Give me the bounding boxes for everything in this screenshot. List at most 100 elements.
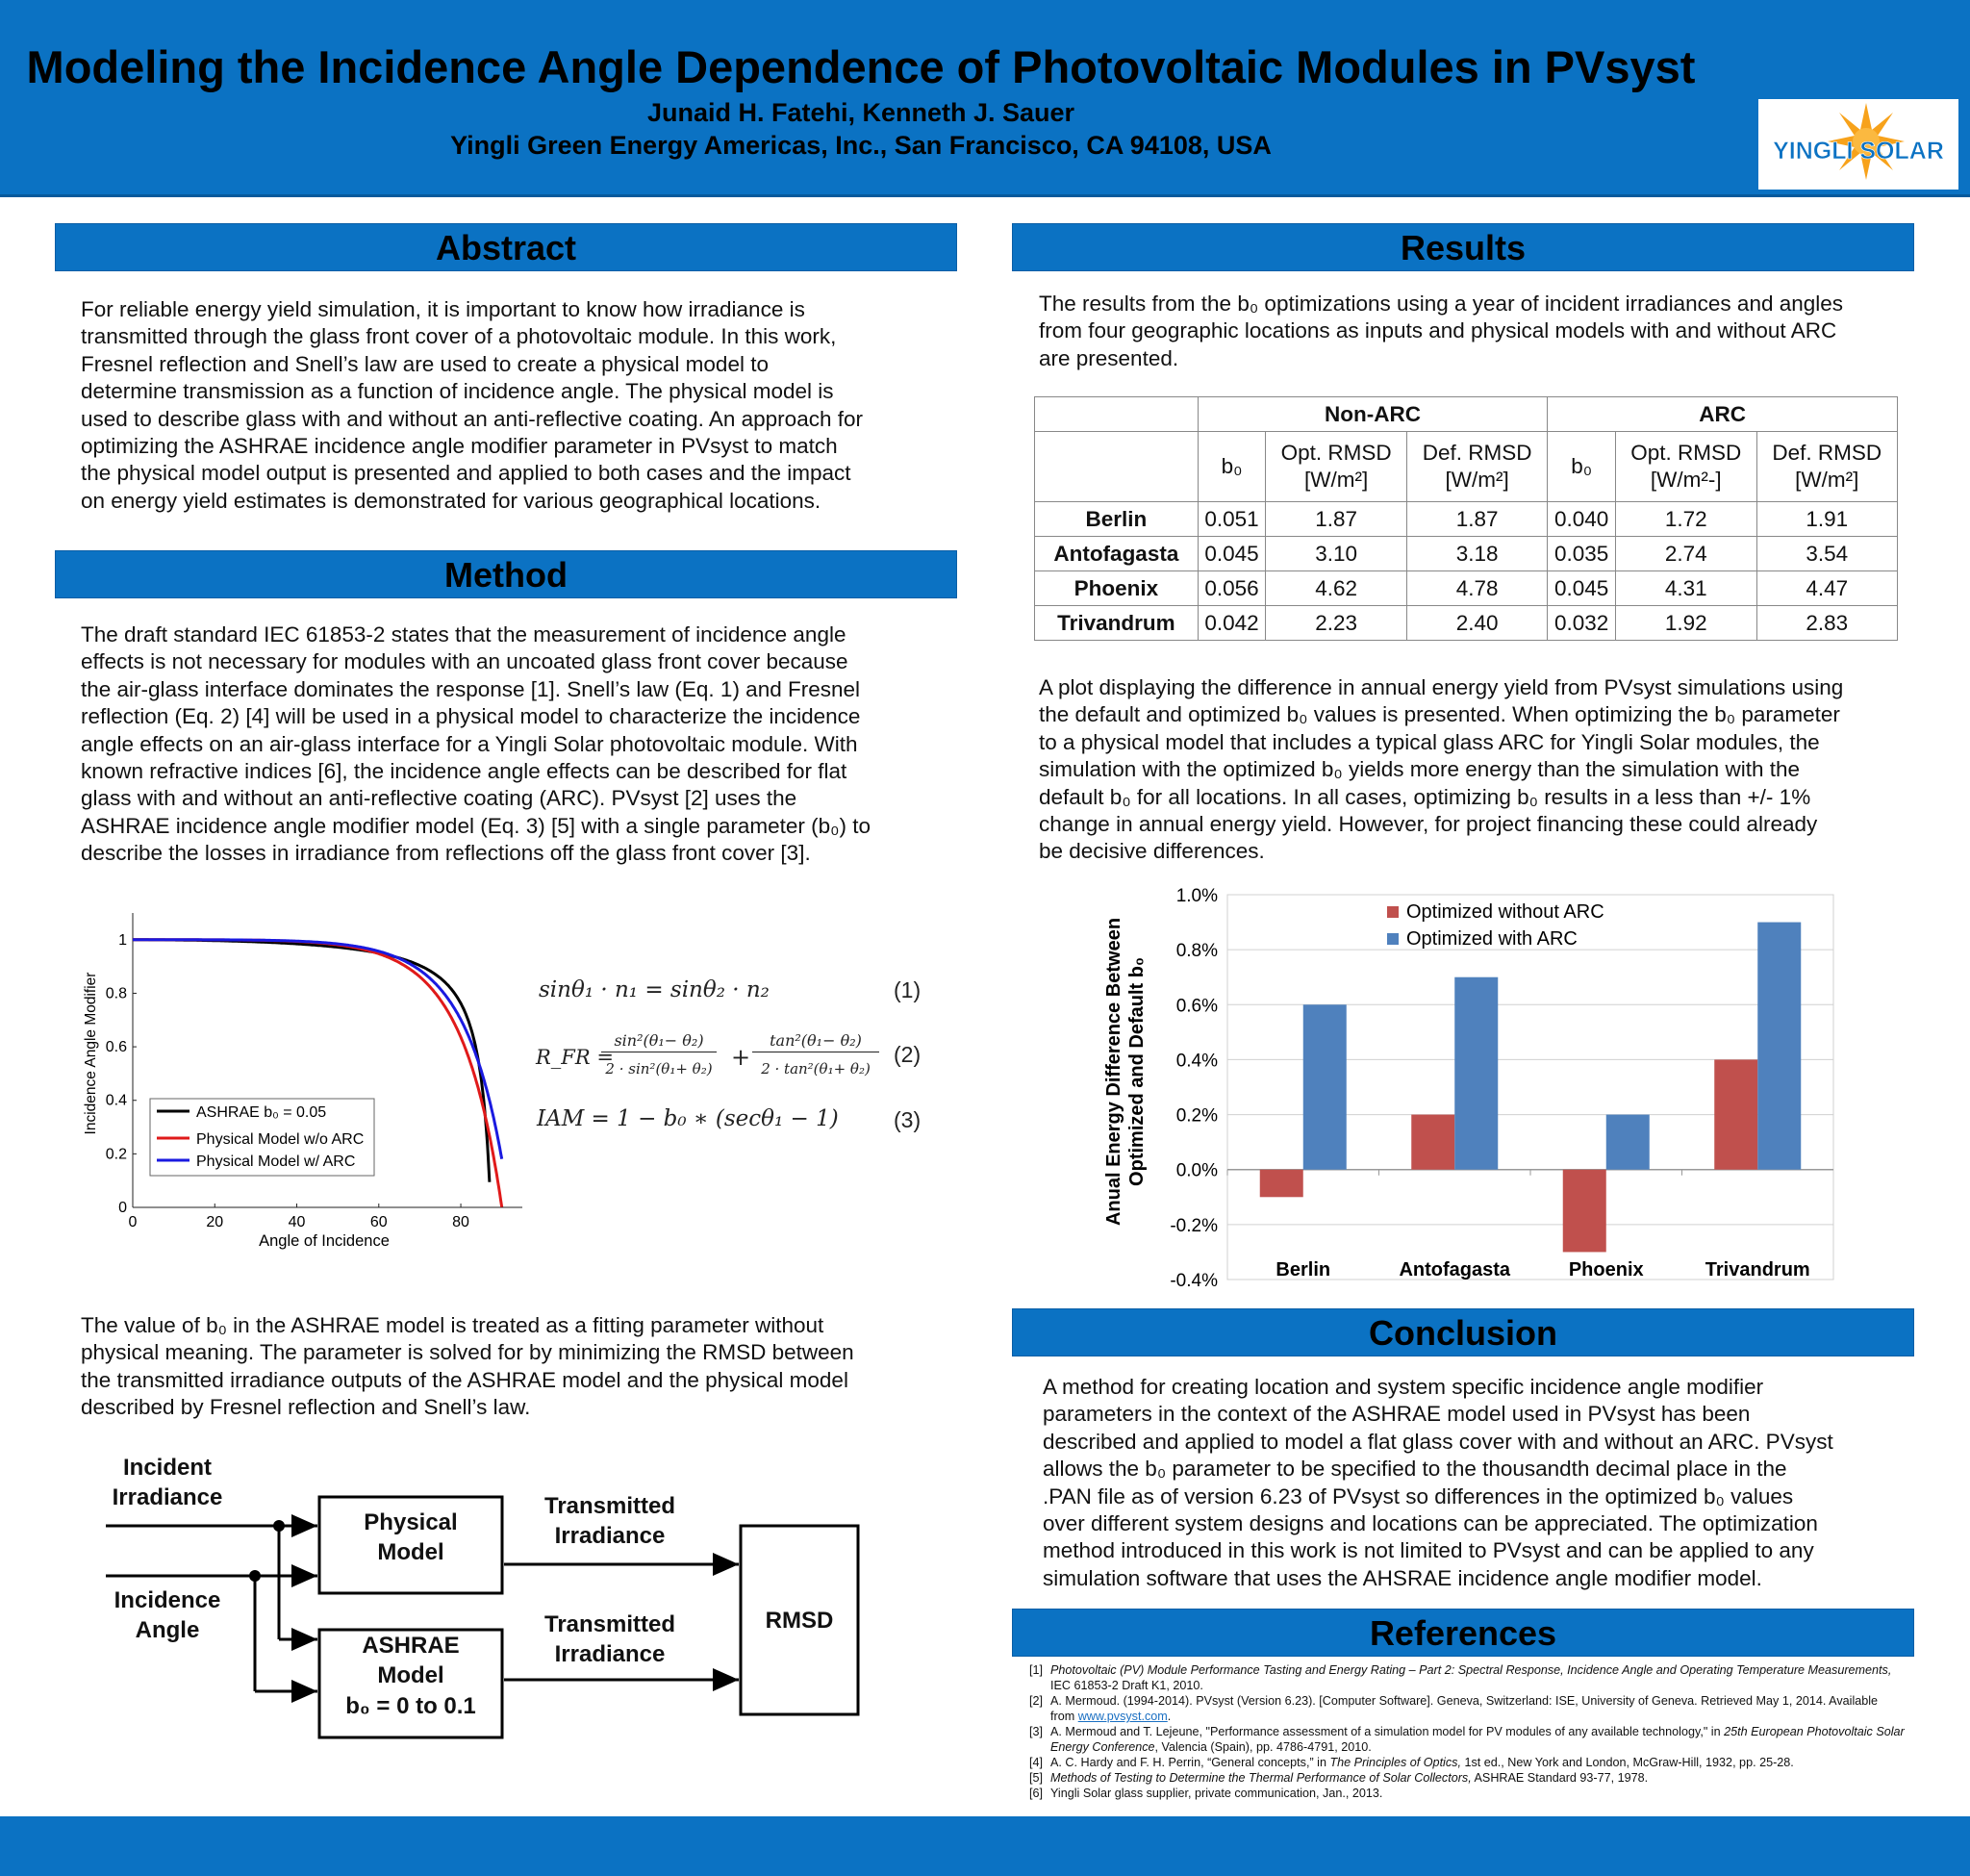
bar-legend-item: Optimized with ARC [1406, 928, 1578, 950]
table-blank [1034, 431, 1199, 502]
table-location: Trivandrum [1034, 605, 1199, 641]
reference-part: , Valencia (Spain), pp. 4786-4791, 2010. [1154, 1740, 1372, 1754]
flow-output-2: Irradiance [555, 1641, 666, 1667]
table-cell: 2.74 [1615, 536, 1757, 571]
physical-model-box [317, 1495, 504, 1595]
iam-curve-arc [133, 938, 504, 1159]
reference-item: [1] Photovoltaic (PV) Module Performance … [1029, 1662, 1905, 1693]
table-location: Antofagasta [1034, 536, 1199, 571]
table-group-non-arc: Non-ARC [1197, 396, 1549, 432]
text-line: The results from the b₀ optimizations us… [1039, 292, 1844, 316]
poster-authors: Junaid H. Fatehi, Kenneth J. Sauer [646, 98, 1075, 127]
flow-output-1: Transmitted [544, 1493, 675, 1519]
text-line: ASHRAE incidence angle modifier model (E… [81, 813, 871, 838]
equation-number: (1) [894, 977, 922, 1002]
text-line: the physical model output is presented a… [81, 461, 851, 486]
energy-difference-chart: Anual Energy Difference Between Optimize… [1103, 886, 1834, 1291]
text-line: The value of b₀ in the ASHRAE model is t… [81, 1313, 824, 1337]
table-corner [1034, 396, 1199, 432]
table-cell: 0.042 [1197, 605, 1267, 641]
reference-part: . [1167, 1710, 1172, 1723]
reference-text: Methods of Testing to Determine the Ther… [1050, 1770, 1648, 1786]
text-line: simulation with the optimized b₀ yields … [1039, 757, 1800, 782]
logo-text: YINGLI SOLAR [1773, 138, 1944, 165]
sun-icon [1828, 103, 1905, 180]
text-line: parameters in the context of the ASHRAE … [1043, 1402, 1751, 1427]
text-line: simulation software that uses the AHSRAE… [1043, 1565, 1762, 1590]
flow-box-ashrae: b₀ = 0 to 0.1 [345, 1693, 476, 1719]
table-location: Berlin [1034, 501, 1199, 537]
reference-part: A. Mermoud. (1994-2014). PVsyst (Version… [1050, 1694, 1879, 1723]
reference-list: [1] Photovoltaic (PV) Module Performance … [1029, 1662, 1905, 1801]
text-line: effects is not necessary for modules wit… [81, 649, 848, 674]
reference-text: Yingli Solar glass supplier, private com… [1050, 1786, 1382, 1801]
bar-category-label: Berlin [1275, 1259, 1330, 1280]
text-line: A plot displaying the difference in annu… [1039, 675, 1844, 699]
text-line: the transmitted irradiance outputs of th… [81, 1367, 848, 1392]
results-plot-text: A plot displaying the difference in annu… [1039, 674, 1905, 866]
iam-legend-item: Physical Model w/o ARC [196, 1131, 364, 1148]
table-row: Phoenix 0.056 4.62 4.78 0.045 4.31 4.47 [1034, 570, 1898, 606]
table-cell: 4.62 [1265, 570, 1407, 606]
text-line: over different system designs and locati… [1043, 1511, 1818, 1536]
text-line: The draft standard IEC 61853-2 states th… [81, 622, 846, 646]
fresnel-plus: + [731, 1044, 751, 1071]
flow-input-irradiance: Incident [123, 1455, 212, 1481]
flow-box-ashrae: Model [377, 1662, 443, 1688]
reference-part: ASHRAE Standard 93-77, 1978. [1471, 1771, 1649, 1785]
table-cell: 3.18 [1405, 536, 1549, 571]
equation-fresnel: R_FR = sin²(θ₁− θ₂) 2 · sin²(θ₁+ θ₂) + t… [536, 1031, 882, 1083]
conclusion-text: A method for creating location and syste… [1043, 1374, 1908, 1592]
table-header-def: Def. RMSD [W/m²] [1755, 431, 1898, 502]
table-cell: 2.40 [1405, 605, 1549, 641]
table-cell: 2.23 [1265, 605, 1407, 641]
text-line: optimizing the ASHRAE incidence angle mo… [81, 434, 838, 459]
method-text-2: The value of b₀ in the ASHRAE model is t… [81, 1312, 947, 1422]
iam-ytick: 1 [118, 932, 127, 949]
bar-ylabel: Anual Energy Difference Between [1103, 918, 1124, 1226]
iam-xtick: 20 [206, 1214, 223, 1230]
iam-lines [133, 938, 504, 1207]
reference-number: [1] [1029, 1663, 1044, 1677]
bar-berlin-with-arc [1302, 1004, 1347, 1170]
table-cell: 0.051 [1197, 501, 1267, 537]
reference-part: The Principles of Optics, [1329, 1756, 1461, 1769]
reference-part: A. Mermoud and T. Lejeune, "Performance … [1050, 1725, 1725, 1738]
reference-link[interactable]: www.pvsyst.com [1077, 1710, 1168, 1723]
bar-phoenix-with-arc [1605, 1114, 1650, 1170]
reference-part: IEC 61853-2 Draft K1, 2010. [1050, 1679, 1203, 1692]
table-cell: 4.47 [1755, 570, 1898, 606]
flow-box-physical: Model [377, 1539, 443, 1565]
reference-number: [4] [1029, 1756, 1044, 1769]
fresnel-lhs: R_FR = [536, 1046, 614, 1069]
equation-iam: IAM = 1 − b₀ ∗ (secθ₁ − 1) [537, 1106, 839, 1131]
table-cell: 0.056 [1197, 570, 1267, 606]
table-cell: 0.045 [1547, 570, 1617, 606]
reference-text: A. C. Hardy and F. H. Perrin, “General c… [1050, 1755, 1794, 1770]
reference-part: A. C. Hardy and F. H. Perrin, “General c… [1050, 1756, 1330, 1769]
iam-ytick: 0 [118, 1200, 127, 1216]
poster-affiliation: Yingli Green Energy Americas, Inc., San … [450, 131, 1272, 160]
poster-header: Modeling the Incidence Angle Dependence … [0, 0, 1970, 197]
text-line: to a physical model that includes a typi… [1039, 729, 1820, 754]
results-heading: Results [1012, 223, 1914, 271]
reference-part: 1st ed., New York and London, McGraw-Hil… [1460, 1756, 1794, 1769]
table-cell: 4.78 [1405, 570, 1549, 606]
fresnel-term2-denominator: 2 · tan²(θ₁+ θ₂) [761, 1060, 871, 1077]
reference-item: [2] A. Mermoud. (1994-2014). PVsyst (Vers… [1029, 1693, 1905, 1724]
bar-ytick: 0.8% [1176, 941, 1218, 961]
text-line: reflection (Eq. 2) [4] will be used in a… [81, 704, 861, 729]
table-cell: 1.91 [1755, 501, 1898, 537]
bar-antofagasta-with-arc [1454, 976, 1499, 1170]
bar-ytick: -0.4% [1170, 1271, 1218, 1291]
table-cell: 0.045 [1197, 536, 1267, 571]
results-table: Non-ARC ARC b₀ Opt. RMSD [W/m²] Def. RMSD… [1034, 396, 1898, 641]
iam-xtick: 60 [370, 1214, 388, 1230]
references-heading: References [1012, 1609, 1914, 1657]
table-cell: 4.31 [1615, 570, 1757, 606]
table-cell: 0.040 [1547, 501, 1617, 537]
iam-ytick: 0.2 [106, 1146, 127, 1162]
ashrae-model-box [317, 1628, 504, 1739]
text-line: default b₀ for all locations. In all cas… [1039, 784, 1811, 809]
table-row: Antofagasta 0.045 3.10 3.18 0.035 2.74 3.54 [1034, 536, 1898, 571]
